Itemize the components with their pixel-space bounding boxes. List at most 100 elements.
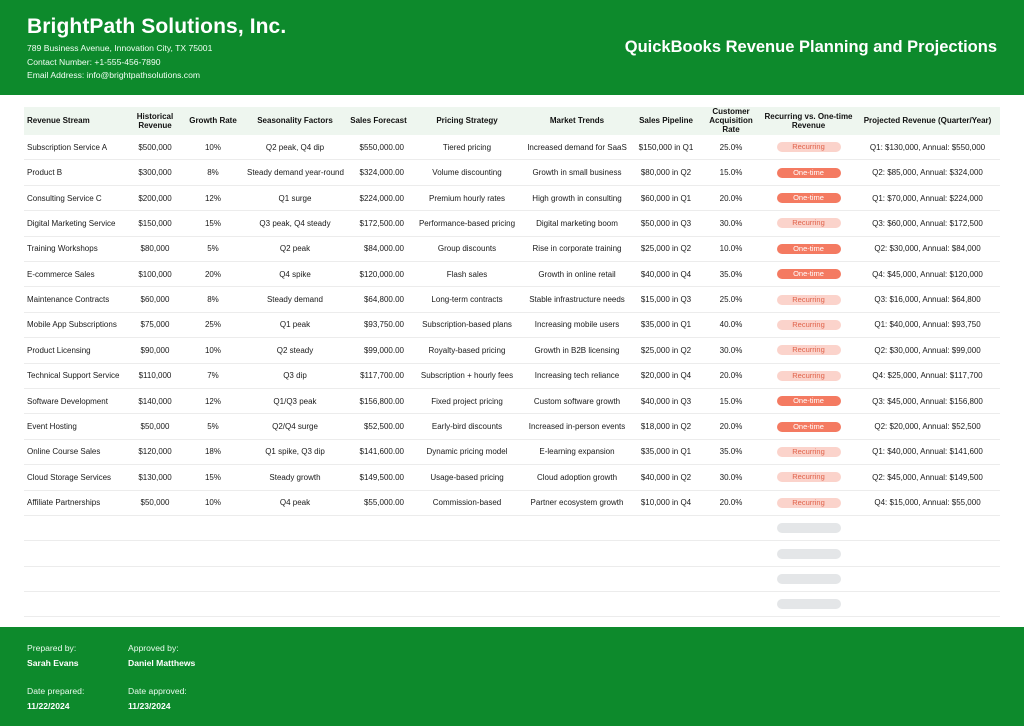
cell-pricing-strategy: Fixed project pricing xyxy=(412,388,522,415)
cell-historical-revenue: $150,000 xyxy=(129,210,181,237)
cell-revenue-stream: Product Licensing xyxy=(24,337,129,364)
cell-projected-revenue: Q4: $25,000, Annual: $117,700 xyxy=(855,363,1000,389)
cell-seasonality: Q1 peak xyxy=(245,312,345,339)
cell-sales-forecast: $120,000.00 xyxy=(345,261,412,288)
cell-market-trends: Cloud adoption growth xyxy=(522,464,632,491)
cell-revenue-stream: Product B xyxy=(24,159,129,186)
cell-projected-revenue: Q4: $15,000, Annual: $55,000 xyxy=(855,490,1000,516)
cell-historical-revenue xyxy=(129,566,181,593)
cell-market-trends: High growth in consulting xyxy=(522,185,632,212)
date-prepared-value: 11/22/2024 xyxy=(27,701,70,711)
cell-projected-revenue xyxy=(855,566,1000,593)
cell-projected-revenue: Q3: $45,000, Annual: $156,800 xyxy=(855,388,1000,415)
cell-sales-pipeline: $150,000 in Q1 xyxy=(632,134,700,161)
cell-sales-pipeline: $50,000 in Q3 xyxy=(632,210,700,237)
cell-sales-pipeline: $60,000 in Q1 xyxy=(632,185,700,212)
cell-sales-pipeline: $35,000 in Q1 xyxy=(632,439,700,466)
cell-market-trends: Growth in online retail xyxy=(522,261,632,288)
cell-projected-revenue: Q1: $70,000, Annual: $224,000 xyxy=(855,185,1000,212)
cell-revenue-stream: Cloud Storage Services xyxy=(24,464,129,491)
cell-sales-pipeline xyxy=(632,566,700,593)
cell-growth-rate xyxy=(181,540,245,567)
revenue-type-badge: Recurring xyxy=(776,472,841,483)
cell-historical-revenue: $200,000 xyxy=(129,185,181,212)
cell-pricing-strategy: Usage-based pricing xyxy=(412,464,522,491)
table-row: Online Course Sales $120,000 18% Q1 spike, … xyxy=(24,439,1000,466)
table-row xyxy=(24,515,1000,542)
revenue-type-badge: Recurring xyxy=(776,294,841,305)
cell-acquisition-rate: 35.0% xyxy=(700,261,762,288)
cell-revenue-type: Recurring xyxy=(762,134,855,161)
cell-seasonality: Q3 peak, Q4 steady xyxy=(245,210,345,237)
cell-sales-forecast xyxy=(345,540,412,567)
cell-market-trends: Increased demand for SaaS xyxy=(522,134,632,161)
cell-pricing-strategy xyxy=(412,540,522,567)
cell-seasonality xyxy=(245,591,345,618)
cell-growth-rate xyxy=(181,591,245,618)
cell-pricing-strategy: Volume discounting xyxy=(412,159,522,186)
cell-growth-rate: 8% xyxy=(181,159,245,186)
revenue-type-badge: One-time xyxy=(776,269,841,280)
cell-acquisition-rate: 40.0% xyxy=(700,312,762,339)
table-row: Training Workshops $80,000 5% Q2 peak $84,00… xyxy=(24,236,1000,263)
cell-revenue-type: Recurring xyxy=(762,464,855,491)
revenue-type-badge: Recurring xyxy=(776,319,841,330)
cell-sales-forecast: $224,000.00 xyxy=(345,185,412,212)
cell-revenue-stream: Training Workshops xyxy=(24,236,129,263)
cell-pricing-strategy: Performance-based pricing xyxy=(412,210,522,237)
company-name: BrightPath Solutions, Inc. xyxy=(27,15,287,38)
cell-seasonality: Q1/Q3 peak xyxy=(245,388,345,415)
cell-growth-rate: 15% xyxy=(181,210,245,237)
revenue-type-badge: One-time xyxy=(776,167,841,178)
cell-revenue-stream xyxy=(24,540,129,567)
cell-acquisition-rate: 25.0% xyxy=(700,286,762,313)
table-row: Product B $300,000 8% Steady demand year-ro… xyxy=(24,159,1000,186)
cell-revenue-stream: Affiliate Partnerships xyxy=(24,490,129,516)
cell-sales-pipeline: $35,000 in Q1 xyxy=(632,312,700,339)
revenue-type-badge xyxy=(776,548,841,559)
table-row: Event Hosting $50,000 5% Q2/Q4 surge $52,500… xyxy=(24,413,1000,440)
cell-sales-forecast: $141,600.00 xyxy=(345,439,412,466)
cell-sales-pipeline xyxy=(632,591,700,618)
cell-seasonality xyxy=(245,540,345,567)
cell-revenue-stream: Software Development xyxy=(24,388,129,415)
prepared-by-label: Prepared by: xyxy=(27,643,77,653)
table-row: E-commerce Sales $100,000 20% Q4 spike $120,… xyxy=(24,261,1000,288)
cell-sales-forecast xyxy=(345,566,412,593)
cell-projected-revenue: Q1: $40,000, Annual: $141,600 xyxy=(855,439,1000,466)
cell-growth-rate: 7% xyxy=(181,363,245,389)
cell-revenue-type: Recurring xyxy=(762,439,855,466)
cell-projected-revenue xyxy=(855,591,1000,618)
cell-projected-revenue: Q2: $30,000, Annual: $84,000 xyxy=(855,236,1000,263)
cell-sales-forecast: $64,800.00 xyxy=(345,286,412,313)
cell-sales-pipeline: $25,000 in Q2 xyxy=(632,236,700,263)
cell-pricing-strategy: Early-bird discounts xyxy=(412,413,522,440)
cell-sales-forecast: $149,500.00 xyxy=(345,464,412,491)
cell-seasonality: Q2 steady xyxy=(245,337,345,364)
cell-acquisition-rate xyxy=(700,540,762,567)
document-title: QuickBooks Revenue Planning and Projecti… xyxy=(624,38,997,56)
cell-acquisition-rate: 10.0% xyxy=(700,236,762,263)
revenue-table: Revenue Stream Historical Revenue Growth… xyxy=(24,107,1000,618)
cell-acquisition-rate: 35.0% xyxy=(700,439,762,466)
cell-sales-pipeline: $15,000 in Q3 xyxy=(632,286,700,313)
cell-pricing-strategy: Subscription + hourly fees xyxy=(412,363,522,389)
revenue-type-badge xyxy=(776,599,841,610)
cell-historical-revenue xyxy=(129,540,181,567)
cell-historical-revenue: $140,000 xyxy=(129,388,181,415)
cell-revenue-type: Recurring xyxy=(762,490,855,516)
cell-sales-forecast: $99,000.00 xyxy=(345,337,412,364)
cell-revenue-stream: Subscription Service A xyxy=(24,134,129,161)
cell-acquisition-rate: 30.0% xyxy=(700,464,762,491)
cell-revenue-stream xyxy=(24,591,129,618)
cell-revenue-type xyxy=(762,540,855,567)
cell-projected-revenue xyxy=(855,515,1000,542)
cell-seasonality: Q2 peak, Q4 dip xyxy=(245,134,345,161)
cell-revenue-type xyxy=(762,591,855,618)
cell-growth-rate: 10% xyxy=(181,134,245,161)
cell-revenue-type: One-time xyxy=(762,261,855,288)
table-row: Consulting Service C $200,000 12% Q1 surge $… xyxy=(24,185,1000,212)
cell-acquisition-rate: 20.0% xyxy=(700,363,762,389)
cell-growth-rate: 5% xyxy=(181,413,245,440)
cell-pricing-strategy: Commission-based xyxy=(412,490,522,516)
